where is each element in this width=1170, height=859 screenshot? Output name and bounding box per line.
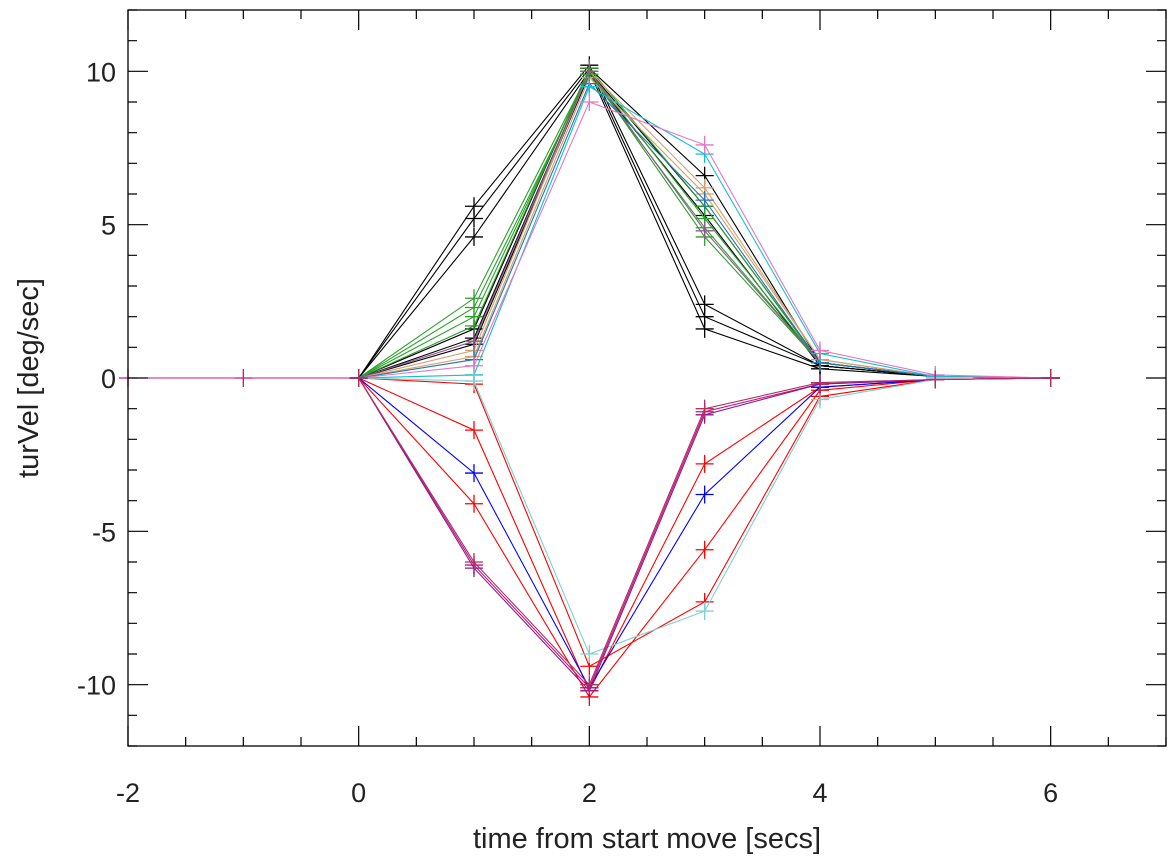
data-point-marker — [811, 373, 829, 392]
data-point-marker — [695, 602, 714, 621]
series-layer — [119, 56, 1060, 706]
x-tick-label: 2 — [582, 778, 597, 808]
data-point-marker — [811, 390, 829, 409]
data-point-marker — [465, 553, 483, 571]
data-point-marker — [695, 540, 714, 559]
series-line — [358, 377, 1051, 698]
x-tick-label: 6 — [1043, 778, 1058, 808]
y-tick-label: -10 — [77, 671, 116, 701]
data-point-marker — [465, 332, 483, 351]
series-line — [358, 377, 1051, 686]
x-tick-label: 4 — [812, 778, 827, 808]
series-line — [128, 377, 1051, 689]
data-point-marker — [695, 221, 714, 240]
x-axis-label: time from start move [secs] — [473, 823, 821, 855]
data-point-marker — [465, 421, 483, 440]
data-point-marker — [465, 209, 483, 228]
data-point-marker — [465, 356, 483, 375]
y-tick-label: 5 — [101, 211, 116, 241]
data-point-marker — [695, 485, 714, 504]
data-point-marker — [580, 93, 599, 111]
x-tick-label: -2 — [116, 778, 140, 808]
y-tick-label: -5 — [92, 517, 116, 547]
data-point-marker — [465, 494, 483, 513]
data-point-marker — [695, 191, 714, 210]
data-point-marker — [465, 464, 483, 483]
data-point-marker — [580, 645, 599, 663]
data-point-marker — [580, 675, 599, 694]
data-point-marker — [811, 341, 829, 360]
x-tick-label: 0 — [351, 778, 366, 808]
data-point-marker — [695, 135, 714, 154]
data-point-marker — [1041, 369, 1060, 387]
data-point-marker — [695, 319, 714, 338]
data-point-marker — [465, 372, 483, 391]
series-13 — [349, 62, 1060, 387]
series-24 — [349, 369, 1060, 694]
y-tick-label: 0 — [101, 364, 116, 394]
data-point-marker — [580, 77, 599, 96]
data-point-marker — [234, 369, 253, 387]
data-point-marker — [349, 369, 368, 387]
y-tick-label: 10 — [86, 57, 116, 87]
data-point-marker — [695, 454, 714, 473]
y-axis-label: turVel [deg/sec] — [13, 278, 45, 478]
series-line — [358, 377, 1051, 693]
data-point-marker — [695, 399, 714, 418]
data-point-marker — [926, 370, 945, 389]
data-point-marker — [465, 227, 483, 246]
ticks-layer: -2 0 2 4 6 -10 -5 0 5 10 — [77, 9, 1167, 808]
